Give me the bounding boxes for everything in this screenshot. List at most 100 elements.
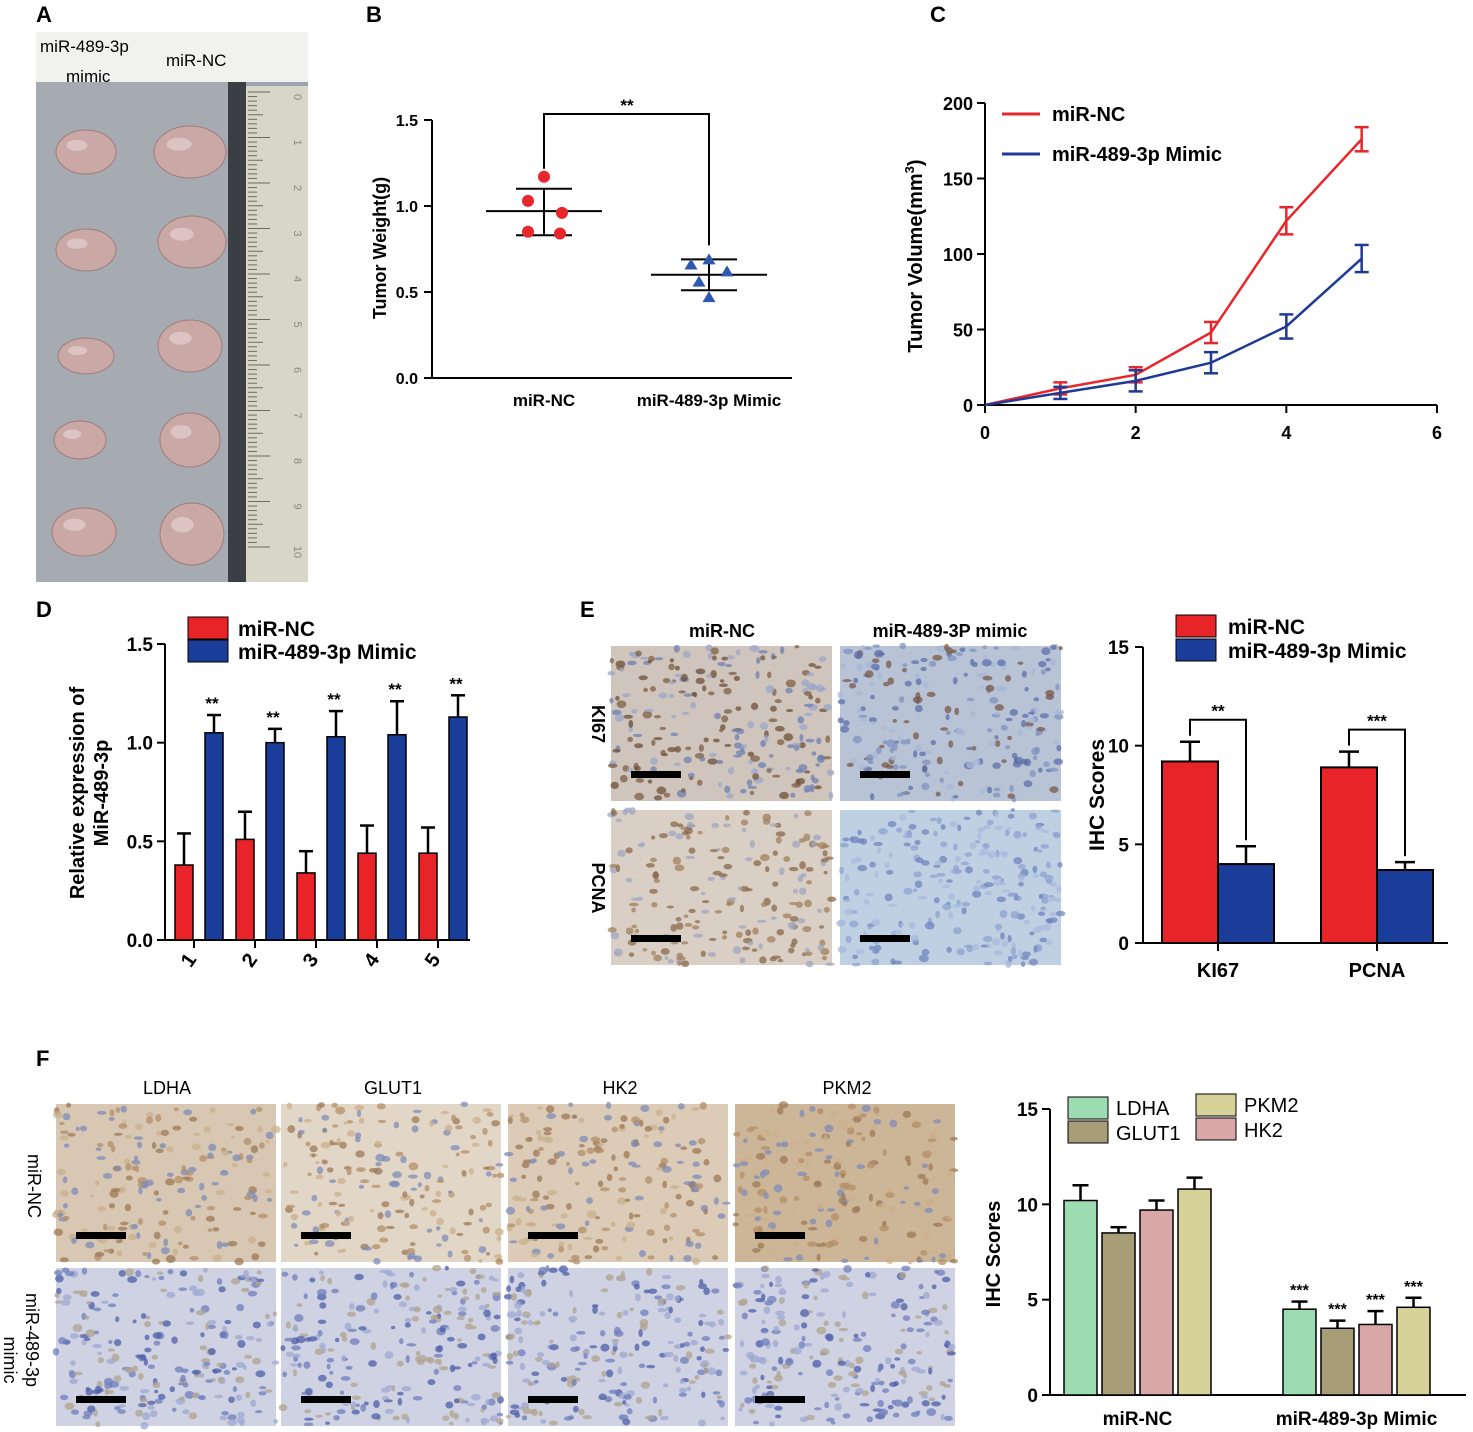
cell-nucleus — [860, 1331, 867, 1337]
cell-nucleus — [945, 1252, 951, 1261]
cell-nucleus — [838, 1327, 849, 1332]
cell-nucleus — [1007, 934, 1012, 943]
cell-nucleus — [62, 1113, 71, 1121]
cell-nucleus — [684, 813, 694, 821]
cell-nucleus — [713, 1174, 722, 1183]
cell-nucleus — [797, 1158, 805, 1164]
cell-nucleus — [321, 1114, 330, 1121]
cell-nucleus — [936, 756, 943, 765]
cell-nucleus — [931, 1401, 941, 1407]
cell-nucleus — [763, 1206, 768, 1214]
tumor-highlight — [169, 227, 194, 241]
cell-nucleus — [533, 1379, 539, 1384]
cell-nucleus — [53, 1228, 64, 1236]
cell-nucleus — [983, 961, 993, 966]
cell-nucleus — [813, 1181, 822, 1188]
cell-nucleus — [128, 1233, 137, 1241]
cell-nucleus — [662, 1116, 670, 1124]
ruler-ticks — [248, 91, 270, 548]
cell-nucleus — [211, 1368, 222, 1374]
cell-nucleus — [54, 1300, 62, 1304]
cell-nucleus — [852, 954, 858, 959]
cell-nucleus — [675, 922, 684, 930]
cell-nucleus — [371, 1184, 381, 1188]
cell-nucleus — [448, 1421, 454, 1426]
cell-nucleus — [640, 1381, 651, 1389]
cell-nucleus — [779, 1196, 788, 1204]
cell-nucleus — [521, 1174, 527, 1180]
cell-nucleus — [79, 1125, 88, 1132]
cell-nucleus — [252, 1357, 262, 1365]
cell-nucleus — [468, 1167, 475, 1175]
cell-nucleus — [830, 1393, 839, 1397]
cell-nucleus — [755, 1152, 766, 1160]
cell-nucleus — [125, 1163, 132, 1171]
cell-nucleus — [358, 1117, 365, 1124]
cell-nucleus — [696, 1356, 702, 1361]
cell-nucleus — [235, 1394, 243, 1401]
cell-nucleus — [394, 1209, 405, 1214]
cell-nucleus — [540, 1418, 547, 1424]
cell-nucleus — [615, 1255, 623, 1261]
cell-nucleus — [799, 733, 804, 742]
cell-nucleus — [914, 880, 923, 889]
cell-nucleus — [968, 648, 977, 653]
cell-nucleus — [841, 1311, 846, 1319]
cell-nucleus — [561, 1113, 571, 1120]
cell-nucleus — [333, 1191, 342, 1197]
cell-nucleus — [1009, 785, 1014, 793]
cell-nucleus — [937, 1258, 947, 1266]
cell-nucleus — [131, 1159, 141, 1165]
cell-nucleus — [624, 807, 632, 813]
cell-nucleus — [144, 1274, 150, 1279]
cell-nucleus — [447, 1250, 453, 1258]
cell-nucleus — [644, 708, 654, 713]
significance-mark: ** — [266, 708, 280, 727]
panel-f-legend-glut1: GLUT1 — [1116, 1123, 1180, 1145]
cell-nucleus — [555, 1361, 560, 1368]
cell-nucleus — [701, 1391, 706, 1398]
cell-nucleus — [843, 648, 854, 655]
cell-nucleus — [653, 715, 662, 719]
cell-nucleus — [203, 1361, 211, 1367]
cell-nucleus — [442, 1164, 449, 1168]
cell-nucleus — [648, 1288, 658, 1294]
cell-nucleus — [892, 1412, 900, 1418]
cell-nucleus — [458, 1311, 467, 1317]
cell-nucleus — [924, 1207, 933, 1214]
cell-nucleus — [1017, 863, 1026, 870]
cell-nucleus — [703, 737, 709, 743]
cell-nucleus — [788, 866, 799, 872]
cell-nucleus — [725, 663, 733, 668]
cell-nucleus — [200, 1358, 211, 1364]
cell-nucleus — [983, 882, 994, 888]
scale-bar — [301, 1232, 351, 1239]
cell-nucleus — [135, 1270, 142, 1278]
cell-nucleus — [956, 948, 965, 956]
cell-nucleus — [591, 1355, 600, 1363]
cell-nucleus — [243, 1195, 252, 1201]
cell-nucleus — [732, 1222, 739, 1227]
cell-nucleus — [884, 893, 893, 902]
cell-nucleus — [199, 1182, 205, 1191]
cell-nucleus — [921, 1309, 931, 1316]
cell-nucleus — [376, 1103, 386, 1110]
cell-nucleus — [667, 1340, 675, 1344]
cell-nucleus — [467, 1317, 474, 1323]
cell-nucleus — [961, 907, 967, 915]
cell-nucleus — [443, 1310, 452, 1315]
cell-nucleus — [574, 1181, 580, 1186]
cell-nucleus — [826, 1369, 834, 1376]
cell-nucleus — [569, 1334, 577, 1342]
panel-f-row-nc: miR-NC — [24, 1154, 44, 1218]
cell-nucleus — [939, 777, 945, 783]
cell-nucleus — [770, 916, 777, 920]
cell-nucleus — [309, 1145, 318, 1153]
cell-nucleus — [656, 786, 667, 795]
cell-nucleus — [878, 828, 888, 835]
y-tick-label: 150 — [943, 170, 973, 190]
cell-nucleus — [243, 1269, 250, 1276]
cell-nucleus — [816, 1253, 821, 1262]
cell-nucleus — [75, 1126, 80, 1131]
cell-nucleus — [1041, 647, 1051, 656]
